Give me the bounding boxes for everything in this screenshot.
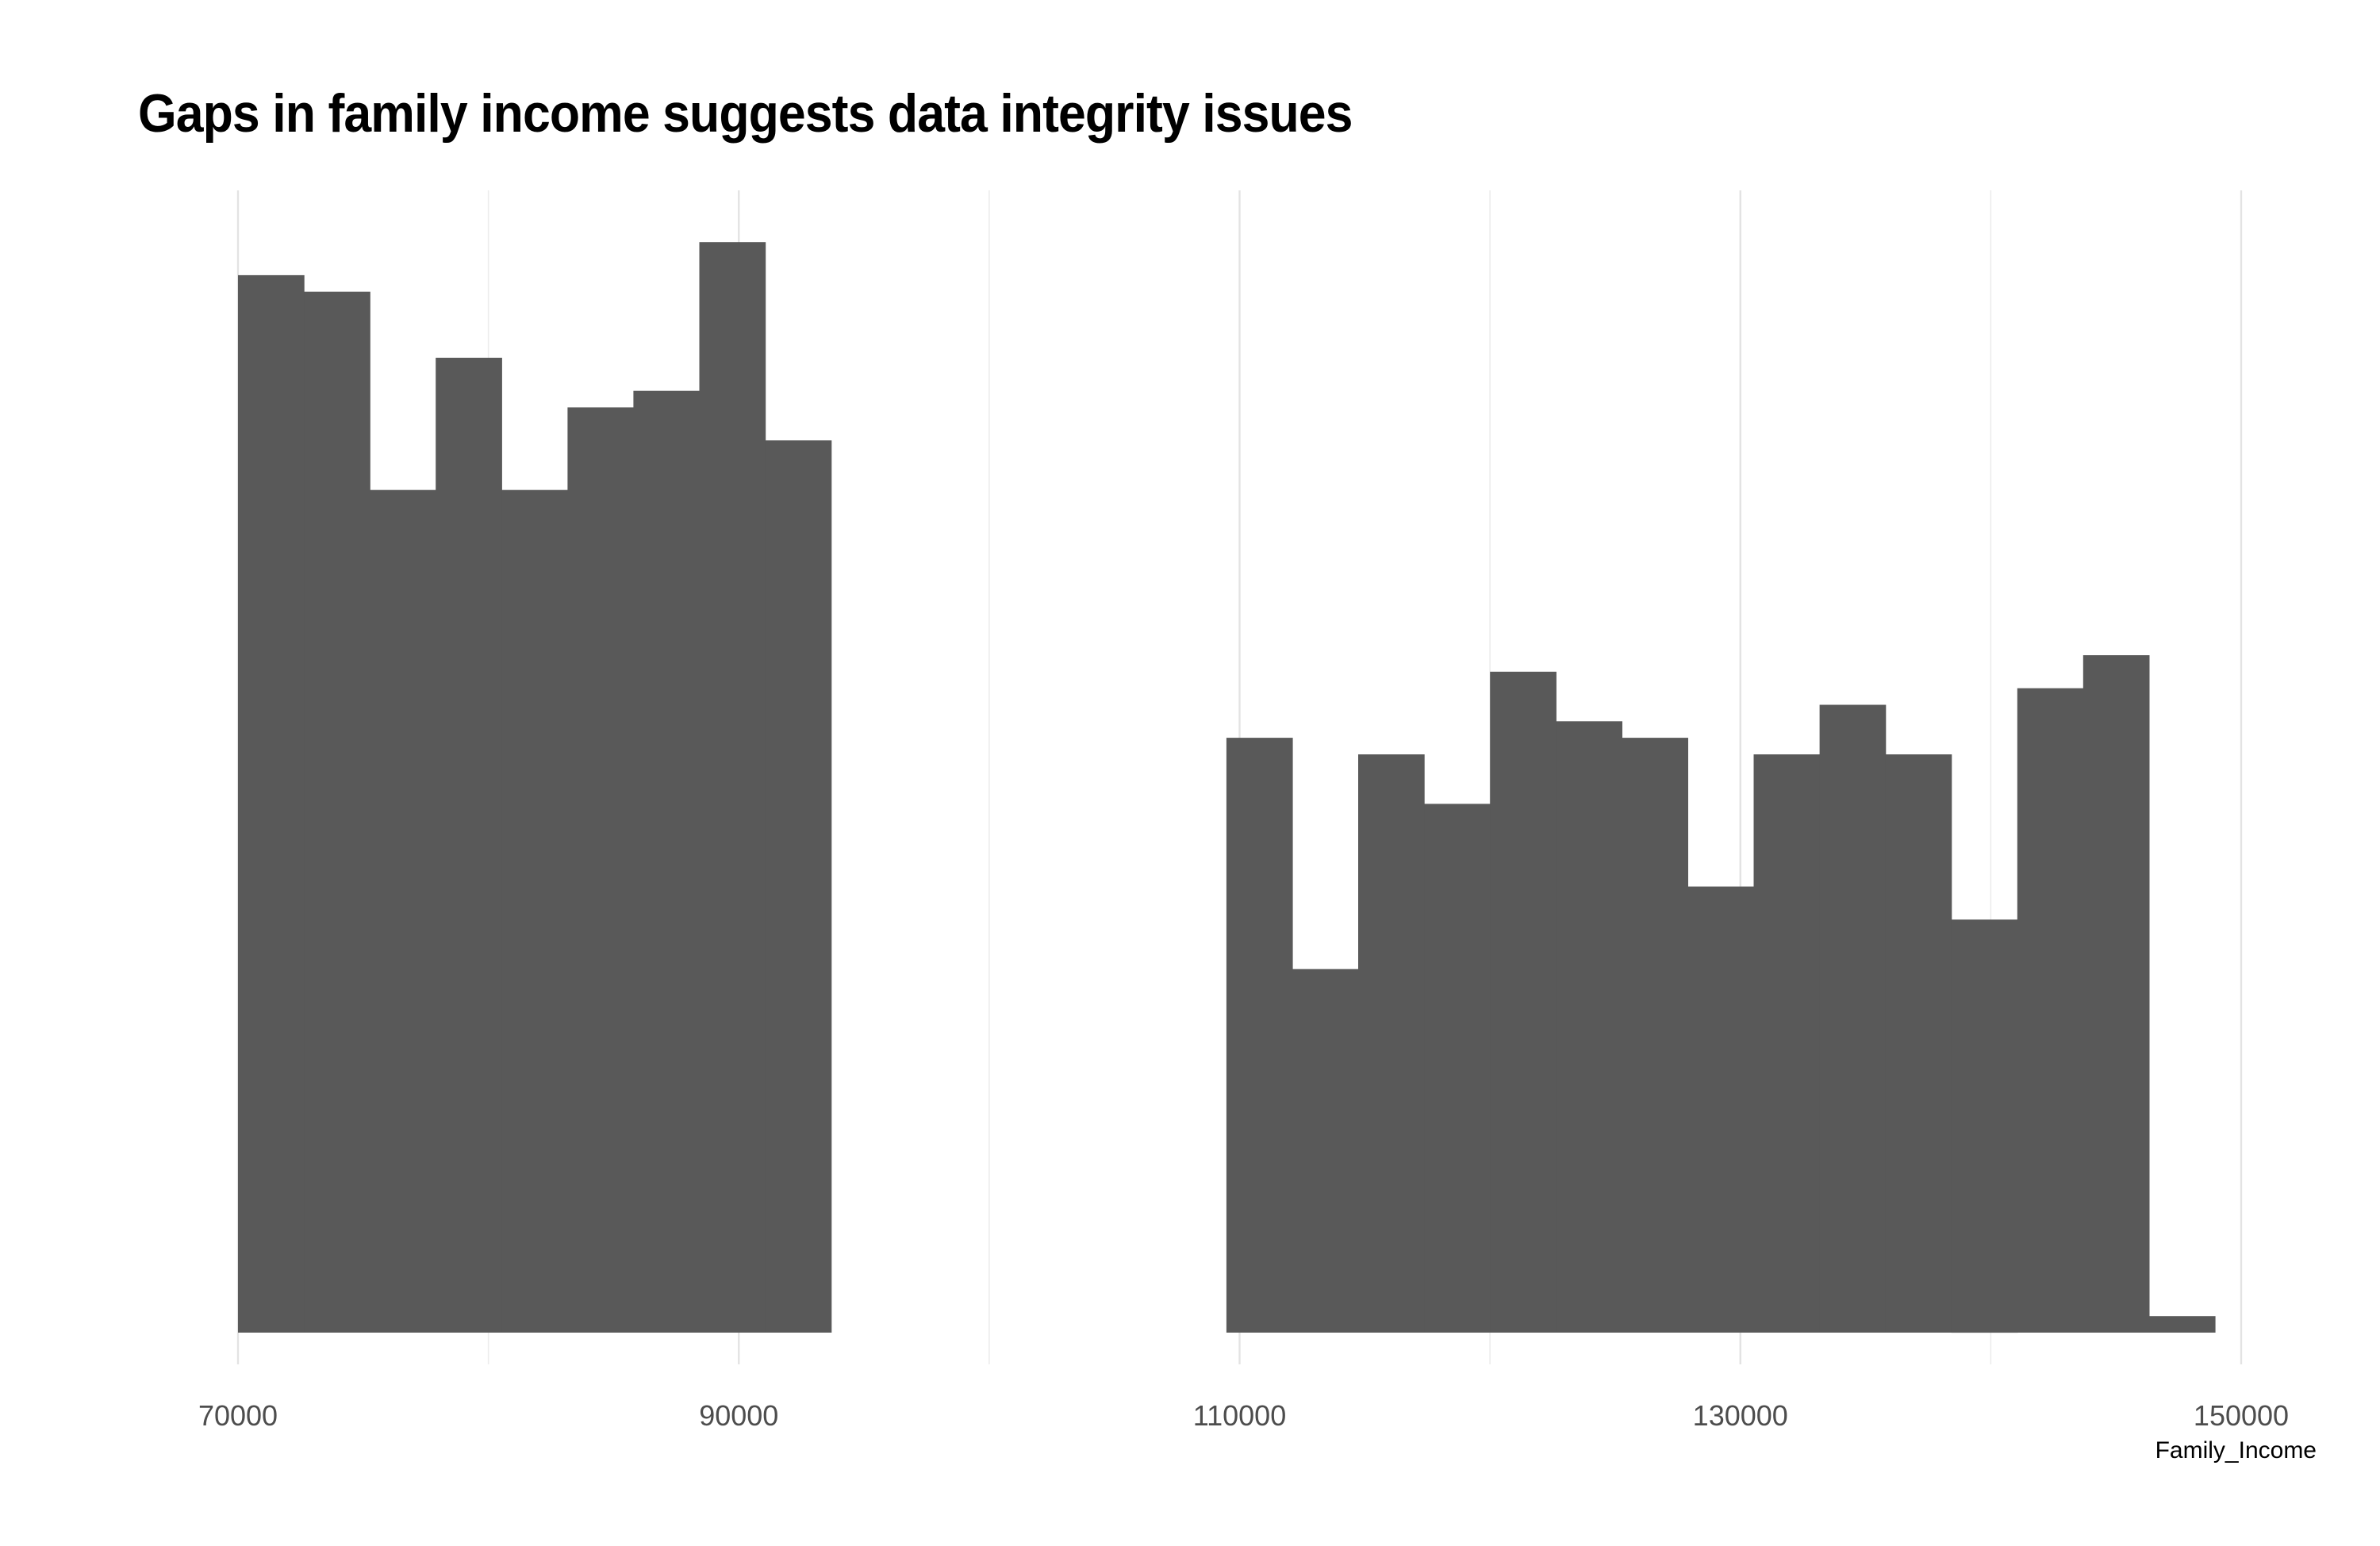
histogram-bar (2148, 1316, 2216, 1333)
histogram-bar (633, 390, 701, 1333)
histogram-bar (1687, 886, 1755, 1333)
histogram-bar (501, 489, 568, 1333)
x-tick-label: 150000 (2194, 1399, 2289, 1432)
histogram-bar (304, 291, 370, 1333)
histogram-bar (1226, 738, 1293, 1333)
histogram-bars (238, 242, 2216, 1333)
x-tick-labels: 70000 90000 110000 130000 150000 (198, 1399, 2289, 1432)
histogram-bar (1556, 721, 1622, 1333)
histogram-bar (238, 274, 305, 1333)
histogram-bar (1885, 754, 1952, 1333)
x-tick-label: 110000 (1193, 1399, 1286, 1432)
histogram-bar (436, 358, 502, 1333)
histogram-bar (370, 489, 436, 1333)
histogram-bar (2082, 655, 2150, 1333)
histogram-bar (1951, 919, 2018, 1333)
histogram-bar (1490, 671, 1557, 1333)
histogram-bar (1819, 704, 1887, 1333)
histogram-bar (1753, 754, 1821, 1333)
x-tick-label: 70000 (198, 1399, 278, 1432)
x-tick-label: 130000 (1693, 1399, 1788, 1432)
histogram-bar (765, 440, 832, 1333)
histogram-bar (1424, 804, 1491, 1333)
histogram-bar (1622, 738, 1688, 1333)
chart-title: Gaps in family income suggests data inte… (138, 83, 1353, 144)
histogram-bar (1292, 969, 1359, 1333)
histogram-bar (2017, 688, 2084, 1333)
histogram-bar (1358, 754, 1425, 1333)
x-axis-title: Family_Income (2155, 1437, 2317, 1464)
x-tick-label: 90000 (699, 1399, 778, 1432)
histogram-bar (567, 407, 635, 1333)
histogram-bar (699, 242, 766, 1333)
